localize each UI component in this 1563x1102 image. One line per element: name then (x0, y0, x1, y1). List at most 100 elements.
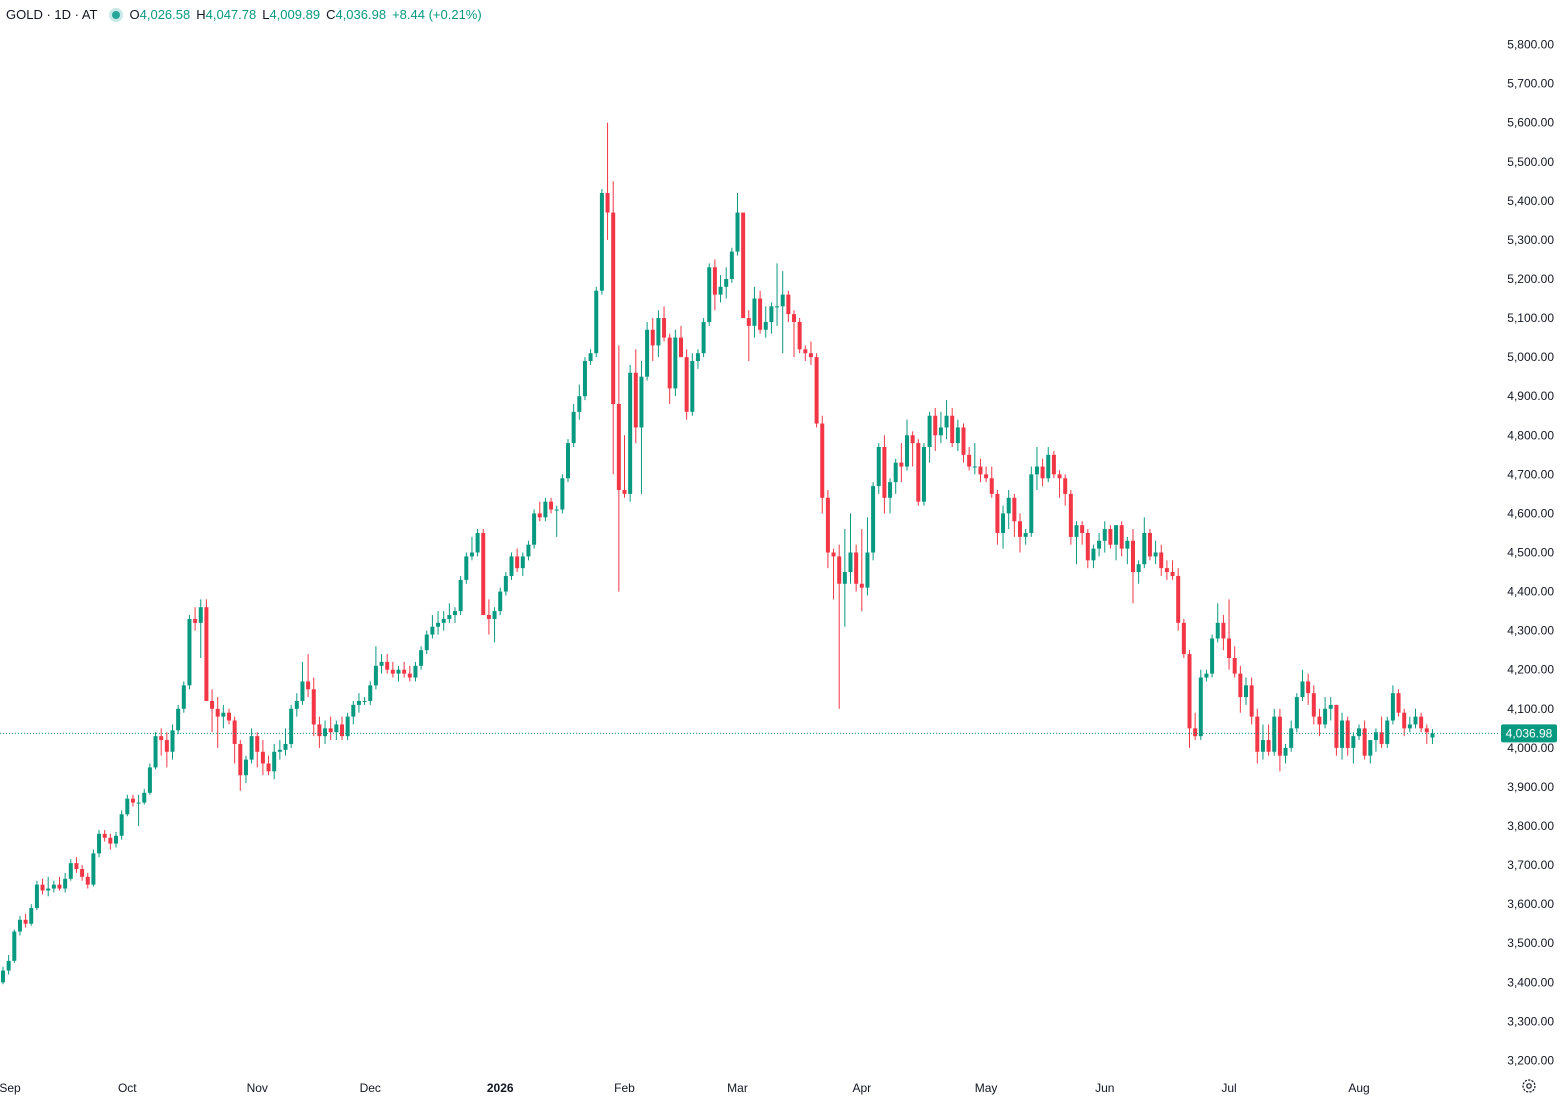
candle (153, 732, 158, 770)
price-tick-label: 3,500.00 (1507, 936, 1554, 950)
candle (549, 497, 554, 514)
candle (1413, 708, 1418, 729)
candle-body (588, 353, 593, 362)
candle (97, 829, 102, 858)
candle-body (1187, 654, 1192, 729)
candle-body (1244, 685, 1248, 698)
symbol-title[interactable]: GOLD · 1D · AT (6, 7, 98, 22)
candle-body (362, 700, 367, 702)
candle-body (803, 349, 808, 354)
candle-body (989, 478, 994, 494)
candle (650, 318, 655, 362)
candle (1424, 724, 1429, 744)
candle-body (571, 411, 576, 444)
candle-body (1277, 716, 1282, 756)
candle (1402, 708, 1407, 737)
candle-body (176, 708, 181, 731)
candle (1153, 540, 1158, 565)
candle-body (763, 321, 768, 330)
candle (831, 548, 836, 600)
candle-body (1362, 728, 1367, 756)
candle (362, 697, 367, 705)
candle (961, 423, 966, 463)
price-tick-label: 5,400.00 (1507, 194, 1554, 208)
candle-body (1097, 540, 1102, 549)
market-status-icon[interactable] (111, 11, 120, 19)
candle (746, 310, 751, 362)
candle-body (566, 443, 570, 479)
price-tick-label: 3,600.00 (1507, 897, 1554, 911)
candle-body (317, 724, 322, 737)
candle-body (102, 833, 107, 838)
candle (232, 716, 237, 764)
candle (1074, 521, 1079, 565)
candle (1227, 599, 1232, 670)
candle-body (1080, 525, 1085, 533)
candle (17, 915, 22, 936)
candle-body (272, 751, 277, 772)
candle (1334, 704, 1339, 756)
candle (1221, 615, 1226, 651)
candle-body (837, 556, 842, 584)
candle-body (594, 290, 599, 354)
candle-body (1260, 740, 1265, 752)
candle (972, 443, 977, 475)
candle-body (899, 462, 904, 467)
candle-body (735, 212, 740, 252)
candle (611, 181, 616, 475)
candle-body (1018, 521, 1022, 537)
candle-body (814, 357, 819, 424)
candle-body (577, 396, 582, 412)
candle (63, 872, 68, 893)
candle-body (611, 212, 616, 405)
candle (402, 661, 407, 678)
candle-body (114, 835, 118, 844)
candle (1085, 529, 1090, 569)
time-axis[interactable]: Sep Oct Nov Dec 2026 Feb Mar Apr May Jun Jul Aug (0, 1081, 1370, 1095)
candle (769, 302, 774, 334)
price-axis[interactable]: 5,800.00 5,700.00 5,600.00 5,500.00 5,400.00… (1507, 38, 1554, 1068)
candle (594, 286, 599, 358)
candle-body (1294, 697, 1299, 729)
candle-body (972, 466, 977, 468)
candle (1012, 493, 1017, 537)
candle (6, 954, 11, 975)
candle-body (532, 513, 537, 545)
candle-body (1249, 685, 1254, 717)
candle (763, 306, 768, 338)
candle (80, 865, 85, 881)
candle-body (746, 318, 751, 326)
candle (1311, 685, 1316, 725)
settings-gear-icon[interactable] (1521, 1078, 1537, 1094)
candle (255, 732, 260, 768)
candle-body (916, 443, 921, 502)
candle (662, 306, 667, 342)
candle (390, 661, 395, 678)
candle (481, 529, 486, 616)
candle-body (413, 665, 418, 678)
candle (599, 189, 604, 295)
candle (221, 704, 226, 729)
candle-body (978, 466, 983, 475)
candle-body (1351, 736, 1356, 748)
candle (198, 599, 203, 658)
time-tick-label: Jun (1095, 1081, 1114, 1095)
candle (1238, 665, 1243, 713)
candle-body (1385, 720, 1390, 744)
candle (729, 247, 734, 283)
candle (1040, 458, 1045, 487)
candle (323, 720, 328, 744)
price-tick-label: 5,200.00 (1507, 272, 1554, 286)
candle-body (390, 669, 395, 674)
candle-body (289, 708, 294, 744)
candle (1114, 525, 1119, 561)
candle-body (1193, 728, 1198, 737)
candle-body (436, 622, 441, 627)
candle-body (51, 884, 56, 889)
candle-body (306, 681, 311, 690)
candle-body (1142, 532, 1147, 565)
candle-body (340, 724, 344, 737)
candle-body (888, 482, 893, 498)
candle (944, 400, 949, 440)
